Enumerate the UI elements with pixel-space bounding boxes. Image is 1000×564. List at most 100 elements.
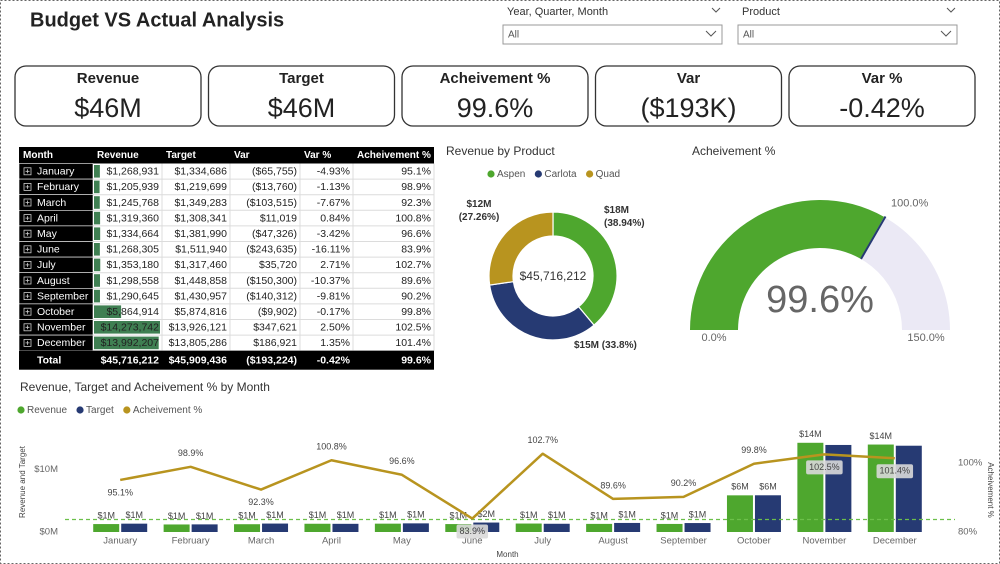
line-label: 98.9% [178, 448, 204, 458]
expand-icon[interactable] [23, 292, 32, 301]
slicer-label: Year, Quarter, Month [507, 6, 608, 18]
kpi-value: $46M [268, 93, 336, 123]
table-cell: -7.67% [317, 197, 350, 209]
slicer-dropdown[interactable] [502, 24, 723, 45]
table-header: Var [234, 150, 250, 161]
chart-title: Acheivement % [692, 144, 776, 158]
table-cell: $13,992,207 [101, 337, 160, 349]
total-cell: $45,716,212 [101, 354, 160, 366]
bar [543, 523, 570, 532]
expand-plus [25, 200, 30, 205]
data-bar [94, 165, 100, 178]
bar-label: $1M [238, 511, 256, 521]
expand-plus [25, 216, 30, 221]
expand-plus [25, 325, 30, 330]
total-cell: $45,909,436 [169, 354, 228, 366]
bar [825, 444, 852, 532]
line-label: 89.6% [600, 480, 626, 490]
slicer-value: All [508, 30, 519, 41]
bar [726, 495, 753, 532]
slicer-dropdown[interactable] [737, 24, 958, 45]
expand-icon[interactable] [23, 276, 32, 285]
line [119, 452, 895, 520]
legend-label: Aspen [497, 169, 525, 180]
expand-icon[interactable] [23, 214, 32, 223]
bar-label: $2M [478, 509, 496, 519]
expand-icon[interactable] [23, 323, 32, 332]
month-label: January [37, 166, 75, 178]
table-cell: -16.11% [312, 244, 350, 256]
x-axis-label: Month [496, 550, 518, 559]
table-header: Acheivement % [357, 150, 431, 161]
table-cell: -4.93% [317, 166, 350, 178]
table-cell: $1,308,341 [174, 212, 227, 224]
legend-dot [76, 406, 84, 414]
data-bar [94, 305, 122, 318]
kpi-label: Var % [862, 70, 903, 87]
expand-icon[interactable] [23, 198, 32, 207]
bar-label: $1M [337, 510, 355, 520]
table-cell: -10.37% [311, 275, 350, 287]
legend-dot [534, 170, 542, 178]
expand-plus [25, 231, 30, 236]
kpi-label: Target [279, 70, 324, 87]
table-cell: ($9,902) [258, 306, 297, 318]
legend-dot [487, 170, 495, 178]
bar-label: $1M [125, 510, 143, 520]
x-tick-label: January [103, 536, 137, 547]
y-tick-label: $10M [34, 464, 58, 475]
bar [656, 523, 683, 532]
expand-icon[interactable] [23, 229, 32, 238]
table-cell: ($65,755) [252, 166, 297, 178]
gauge-tick-label: 150.0% [907, 332, 945, 344]
bar [304, 523, 331, 532]
bar-label: $1M [618, 509, 636, 519]
kpi-card [207, 65, 396, 127]
table-cell: $14,273,742 [101, 322, 160, 334]
x-tick-label: October [737, 536, 771, 547]
total-label: Total [37, 354, 61, 366]
data-bar [94, 227, 101, 240]
line-label-bg [456, 524, 489, 539]
x-tick-label: May [393, 536, 411, 547]
bar [684, 523, 711, 532]
table-cell: 98.9% [401, 181, 431, 193]
expand-plus [25, 262, 30, 267]
chevron [940, 30, 952, 37]
expand-icon[interactable] [23, 307, 32, 316]
line-label: 101.4% [880, 466, 911, 476]
table-cell: -3.42% [317, 228, 350, 240]
bar [121, 523, 148, 532]
bar-label: $6M [731, 482, 749, 492]
table-cell: $1,349,283 [174, 197, 227, 209]
donut-label: $18M (38.94%) [604, 205, 645, 229]
line-label-bg [806, 460, 843, 475]
table-cell: $1,319,360 [106, 212, 159, 224]
month-label: June [37, 244, 60, 256]
table-cell: $1,298,558 [106, 275, 159, 287]
gauge-value [690, 200, 885, 330]
expand-icon[interactable] [23, 245, 32, 254]
expand-icon[interactable] [23, 260, 32, 269]
bar [93, 524, 120, 532]
table-cell: $35,720 [259, 259, 297, 271]
data-bar [94, 211, 101, 225]
legend-dot [586, 170, 594, 178]
month-label: July [37, 259, 56, 271]
table-cell: $1,448,858 [174, 275, 227, 287]
data-bar [94, 180, 100, 194]
donut-label-box: $15M (33.8%) [574, 340, 637, 351]
bar-label: $14M [870, 431, 893, 441]
expand-icon[interactable] [23, 338, 32, 347]
expand-icon[interactable] [23, 182, 32, 191]
bar-label: $1M [689, 509, 707, 519]
expand-icon[interactable] [23, 167, 32, 176]
bar-label: $1M [450, 510, 468, 520]
kpi-value: $46M [74, 93, 142, 123]
table-header: Month [23, 150, 53, 161]
line-label: 90.2% [671, 478, 697, 488]
bar [895, 445, 922, 532]
line-label: 99.8% [741, 445, 767, 455]
total-cell: -0.42% [317, 354, 351, 366]
